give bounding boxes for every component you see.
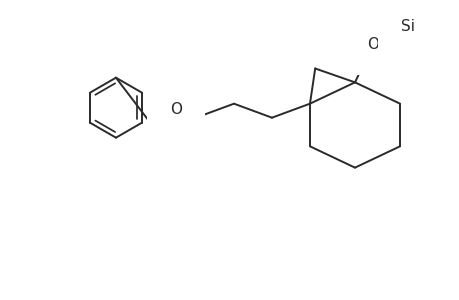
Text: O: O bbox=[169, 102, 182, 117]
Text: O: O bbox=[366, 37, 378, 52]
Text: Si: Si bbox=[400, 19, 414, 34]
